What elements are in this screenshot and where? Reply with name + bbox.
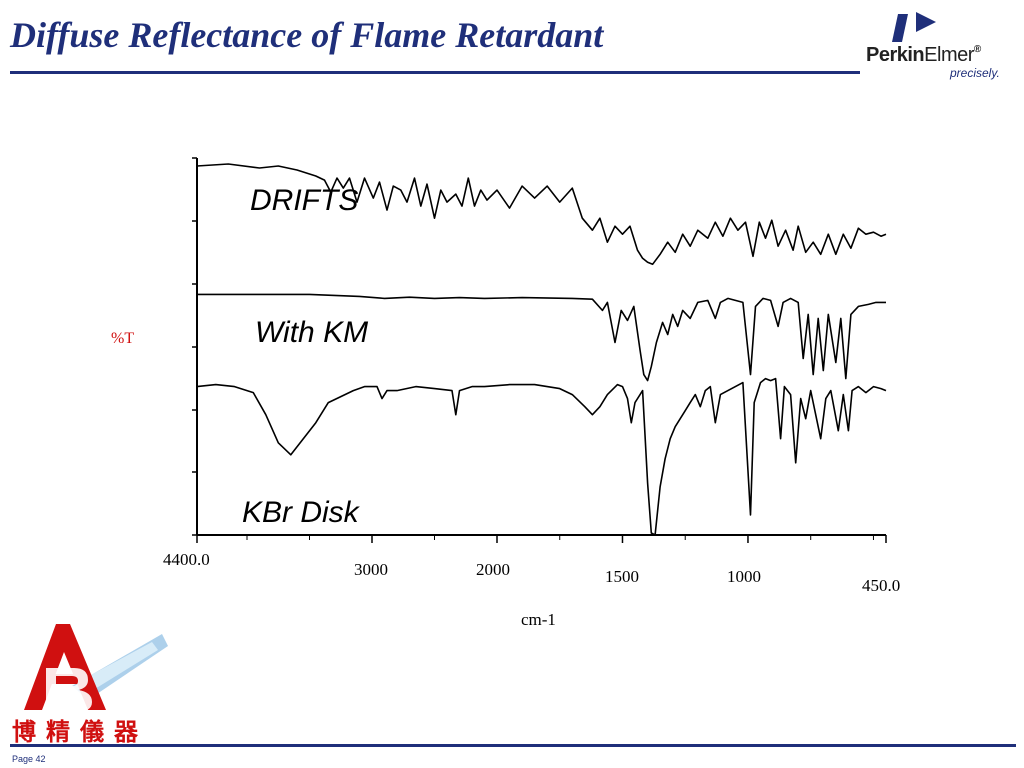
slide-title: Diffuse Reflectance of Flame Retardant <box>10 15 604 55</box>
perkinelmer-wordmark: PerkinElmer® <box>866 44 981 66</box>
x-tick-label-450: 450.0 <box>862 576 901 595</box>
series-label-drifts: DRIFTS <box>250 184 359 217</box>
perkinelmer-logo: PerkinElmer® precisely. <box>862 8 1022 82</box>
series-line-drifts <box>196 163 887 266</box>
y-axis-label: %T <box>111 330 135 347</box>
x-tick-label-1000: 1000 <box>727 567 761 586</box>
perkinelmer-tagline: precisely. <box>950 66 1000 80</box>
footer-divider <box>10 744 1016 747</box>
bojing-chinese-name: 博精儀器 <box>12 717 148 746</box>
x-tick-label-1500: 1500 <box>605 567 639 586</box>
x-axis-label: cm-1 <box>521 610 556 629</box>
series-label-kbr-disk: KBr Disk <box>242 496 359 529</box>
x-tick-label-2000: 2000 <box>476 560 510 579</box>
title-divider <box>10 71 860 74</box>
series-line-with-km <box>197 293 886 382</box>
bojing-logo: 博精儀器 <box>12 624 172 746</box>
x-tick-label-3000: 3000 <box>354 560 388 579</box>
x-tick-label-4400: 4400.0 <box>163 550 210 569</box>
perkinelmer-mark-icon <box>892 12 936 42</box>
series-label-with-km: With KM <box>255 316 369 349</box>
page-number: Page 42 <box>12 754 46 764</box>
series-line-kbr-disk <box>196 377 887 536</box>
bojing-ab-mark-icon <box>24 624 168 712</box>
